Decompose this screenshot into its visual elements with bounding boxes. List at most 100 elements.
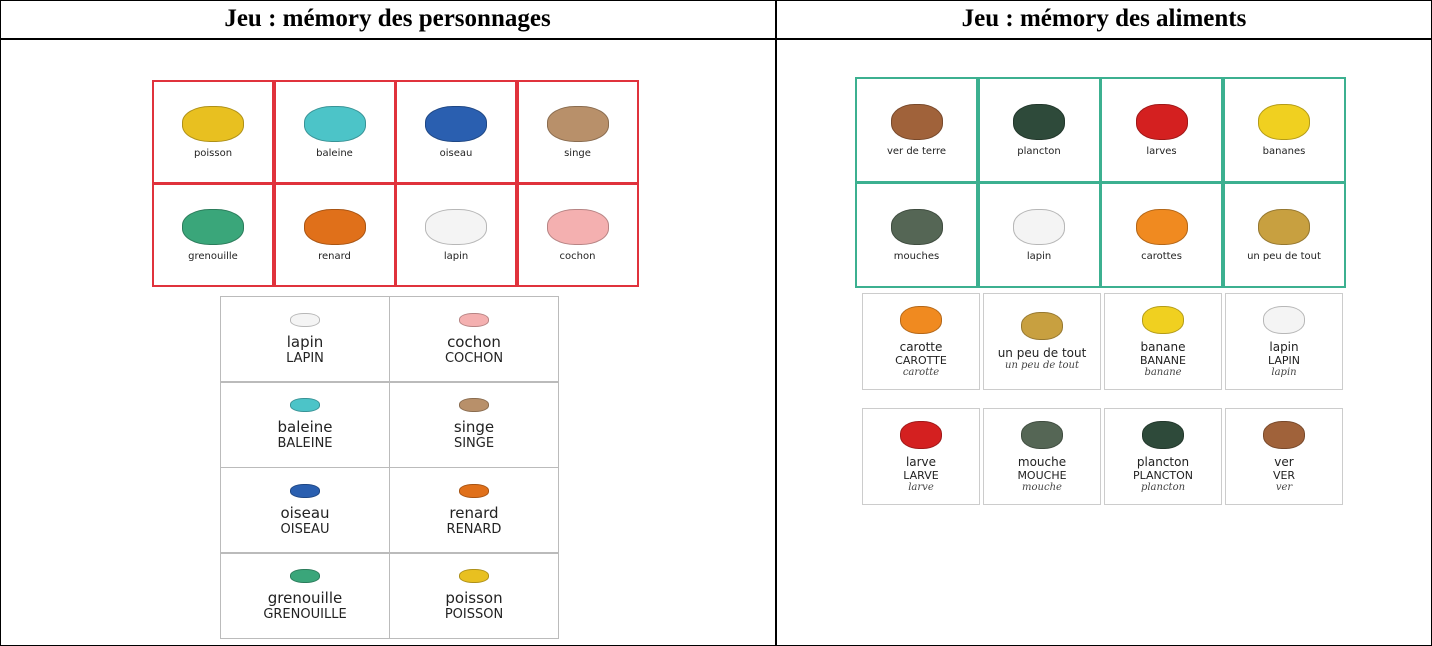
word-lower: banane [1140, 339, 1186, 354]
picture [1258, 103, 1310, 140]
word-upper: LARVE [903, 468, 939, 482]
card-label: un peu de tout [1247, 250, 1321, 262]
card-label: mouches [893, 250, 940, 262]
word-card: carotte CAROTTE carotte [862, 293, 980, 390]
card-label: larves [1146, 145, 1177, 157]
word-upper: OISEAU [280, 521, 330, 537]
word-card: larve LARVE larve [862, 408, 980, 505]
picture [303, 208, 366, 245]
word-card: grenouille GRENOUILLE [220, 552, 390, 639]
word-lower: lapin [1269, 339, 1299, 354]
word-lower: ver [1274, 454, 1294, 469]
picture-card: lapin [977, 182, 1101, 288]
word-lower: mouche [1017, 454, 1067, 469]
picture [182, 105, 244, 142]
picture [459, 398, 489, 412]
card-label: lapin [1026, 250, 1052, 262]
word-card: baleine BALEINE [220, 381, 390, 468]
picture [303, 105, 366, 142]
picture-card: singe [516, 80, 639, 184]
picture-card: un peu de tout [1222, 182, 1346, 288]
picture-card: cochon [516, 183, 639, 287]
word-lower: renard [449, 503, 499, 522]
card-label: cochon [559, 250, 596, 262]
word-cursive: carotte [902, 366, 940, 378]
word-lower: oiseau [280, 503, 330, 522]
word-card: oiseau OISEAU [220, 467, 390, 553]
word-upper: COCHON [444, 350, 504, 366]
picture-card: larves [1100, 77, 1223, 183]
picture [290, 312, 320, 327]
header: Jeu : mémory des personnages [224, 5, 551, 32]
word-lower: carotte [899, 339, 943, 354]
picture [1013, 208, 1065, 245]
word-upper: CAROTTE [895, 353, 947, 367]
header: Jeu : mémory des aliments [961, 5, 1247, 32]
word-upper: BANANE [1139, 353, 1186, 367]
word-cursive: un peu de tout [1005, 360, 1079, 371]
picture [182, 208, 244, 245]
picture [1263, 305, 1305, 334]
word-cursive: larve [908, 481, 934, 493]
card-label: carottes [1141, 250, 1182, 262]
word-lower: singe [453, 418, 495, 436]
picture [1142, 305, 1184, 334]
word-upper: GRENOUILLE [263, 607, 347, 622]
word-lower: grenouille [267, 589, 343, 607]
word-card: ver VER ver [1225, 408, 1343, 505]
picture [1142, 420, 1184, 449]
word-card: lapin LAPIN [220, 296, 390, 382]
word-cursive: lapin [1271, 366, 1297, 378]
card-label: lapin [443, 250, 469, 262]
card-label: bananes [1262, 145, 1306, 157]
word-upper: LAPIN [286, 350, 324, 366]
word-upper: SINGE [453, 436, 495, 451]
picture [1135, 103, 1188, 140]
word-upper: RENARD [446, 521, 502, 537]
picture [890, 103, 943, 140]
picture-card: carottes [1100, 182, 1223, 288]
picture-card: ver de terre [855, 77, 978, 183]
word-lower: baleine [277, 418, 333, 436]
picture-card: mouches [855, 182, 978, 288]
picture [900, 420, 942, 449]
card-label: poisson [193, 147, 233, 159]
picture [1013, 103, 1065, 140]
picture-card: oiseau [395, 80, 517, 184]
word-card: renard RENARD [389, 467, 559, 553]
card-label: grenouille [188, 250, 238, 262]
picture [425, 208, 487, 245]
picture [546, 105, 609, 142]
picture [290, 569, 320, 583]
word-card: un peu de tout un peu de tout [983, 293, 1101, 390]
word-upper: VER [1272, 468, 1296, 482]
card-label: singe [564, 147, 591, 159]
word-lower: plancton [1136, 454, 1190, 469]
word-card: poisson POISSON [389, 552, 559, 639]
column-rule [775, 0, 777, 646]
picture [546, 208, 609, 245]
picture [1135, 208, 1188, 245]
word-cursive: mouche [1022, 481, 1062, 493]
picture [290, 398, 320, 412]
card-label: plancton [1017, 145, 1061, 157]
card-label: renard [318, 250, 351, 262]
picture [459, 312, 489, 327]
picture [425, 105, 487, 142]
picture [890, 208, 943, 245]
picture [1021, 420, 1063, 449]
word-card: banane BANANE banane [1104, 293, 1222, 390]
header-rule [0, 38, 1432, 40]
picture [459, 483, 489, 498]
word-lower: cochon [447, 332, 501, 351]
word-card: singe SINGE [389, 381, 559, 468]
card-label: oiseau [439, 147, 473, 159]
picture-card: poisson [152, 80, 274, 184]
word-card: plancton PLANCTON plancton [1104, 408, 1222, 505]
word-upper: BALEINE [277, 436, 333, 451]
word-cursive: plancton [1140, 481, 1186, 493]
word-cursive: ver [1275, 481, 1293, 493]
word-card: mouche MOUCHE mouche [983, 408, 1101, 505]
card-label: ver de terre [886, 145, 947, 157]
